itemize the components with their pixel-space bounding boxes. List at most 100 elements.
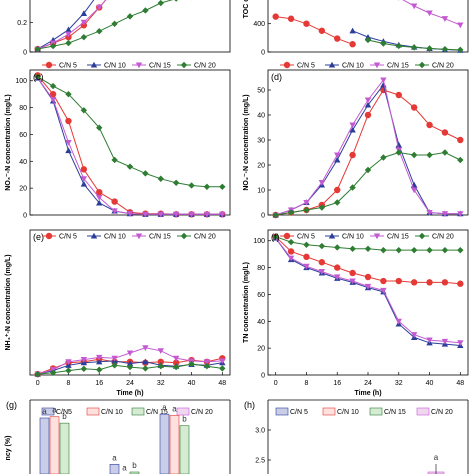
- significance-label: a: [122, 464, 127, 473]
- data-point: [395, 277, 402, 285]
- data-point: [96, 358, 103, 365]
- significance-label: a: [42, 407, 47, 416]
- data-point: [142, 345, 149, 351]
- y-tick-label: 20: [257, 346, 265, 353]
- plot-frame: [29, 0, 231, 53]
- data-point: [395, 149, 402, 156]
- legend-label: C/N 5: [290, 409, 308, 416]
- data-point: [410, 104, 418, 111]
- legend-marker: [283, 61, 291, 69]
- data-point: [49, 90, 57, 98]
- significance-label: a: [52, 406, 57, 415]
- legend-label: C/N 10: [342, 63, 364, 70]
- plot-frame: [267, 0, 469, 53]
- y-tick-label: 0.2: [17, 20, 27, 27]
- series-line-cn5: [275, 16, 353, 45]
- legend: C/N 5 C/N 10 C/N 15 C/N 20: [280, 232, 454, 241]
- legend-marker: [418, 232, 426, 240]
- data-point: [364, 97, 372, 104]
- data-point: [219, 365, 226, 372]
- data-point: [203, 363, 211, 370]
- legend-label: C/N5: [56, 409, 72, 416]
- plot-frame: [29, 69, 231, 216]
- data-point: [349, 278, 356, 285]
- legend-label: C/N 10: [337, 409, 359, 416]
- data-point: [380, 77, 387, 84]
- x-tick-label: 16: [95, 380, 103, 387]
- y-tick-label: 100: [15, 78, 27, 85]
- data-point: [318, 204, 326, 211]
- panel-label: (f): [271, 232, 280, 242]
- legend-swatch: [416, 407, 430, 416]
- data-point: [203, 183, 211, 191]
- legend-label: C/N 20: [431, 409, 453, 416]
- panel-f: 0 20 40 60 80 100 0 8 16 24 32 40 48 (f) TN concentrat…: [243, 229, 469, 397]
- legend-label: C/N 10: [342, 234, 364, 241]
- data-point: [457, 340, 464, 346]
- data-point: [349, 151, 356, 159]
- legend-swatch: [131, 407, 145, 416]
- data-point: [457, 46, 464, 54]
- data-point: [126, 350, 134, 357]
- data-point: [457, 211, 464, 217]
- legend-marker: [373, 62, 381, 69]
- panel-label: (h): [244, 400, 255, 410]
- x-tick-label: 24: [364, 380, 372, 387]
- significance-label: b: [132, 461, 137, 470]
- data-point: [142, 211, 149, 218]
- data-point: [80, 357, 88, 363]
- data-point: [142, 7, 149, 14]
- data-point: [457, 136, 464, 144]
- legend-swatch: [275, 407, 289, 416]
- data-point: [334, 264, 341, 271]
- x-tick-label: 32: [395, 380, 403, 387]
- data-point: [49, 82, 57, 90]
- data-point: [111, 355, 118, 362]
- data-point: [349, 184, 356, 191]
- y-tick-label: 400: [253, 21, 265, 28]
- panel-d: 0 10 20 30 40 50 (d) NO₂⁻-N concentration (mg/L…: [243, 61, 469, 220]
- bar: [59, 422, 70, 474]
- data-point: [395, 42, 402, 50]
- panel-label: (g): [6, 400, 17, 410]
- legend-marker: [45, 232, 53, 240]
- data-point: [157, 211, 164, 218]
- data-point: [157, 175, 164, 182]
- bar: [159, 413, 170, 474]
- data-point: [287, 255, 295, 262]
- data-point: [457, 280, 464, 287]
- data-point: [303, 241, 310, 248]
- data-point: [287, 238, 295, 246]
- data-point: [380, 40, 387, 47]
- y-tick-label: 80: [19, 105, 27, 112]
- data-point: [111, 208, 118, 215]
- data-point: [441, 211, 449, 217]
- data-point: [49, 369, 57, 377]
- data-point: [410, 279, 418, 286]
- data-point: [426, 246, 433, 254]
- panel-c: 0 20 40 60 80 100 (c) NO₃⁻-N concentration (mg/…: [5, 61, 231, 220]
- data-point: [426, 209, 433, 216]
- data-point: [334, 186, 341, 194]
- x-tick-label: 32: [157, 380, 165, 387]
- data-point: [80, 107, 88, 114]
- data-point: [80, 180, 88, 187]
- legend: C/N 5 C/N 10 C/N 15 C/N 20: [280, 61, 454, 70]
- data-point: [96, 354, 103, 361]
- legend-label: C/N 15: [387, 234, 409, 241]
- data-point: [410, 246, 418, 254]
- significance-label: a: [162, 403, 167, 412]
- data-point: [96, 28, 103, 35]
- panel-e: 0 8 16 24 32 40 48 (e) NH₄⁺-N concentration (mg/…: [5, 229, 231, 397]
- data-point: [96, 124, 103, 131]
- series-line-cn20: [37, 0, 174, 50]
- bar: [39, 417, 50, 474]
- data-point: [318, 269, 326, 275]
- y-tick-label: 30: [257, 138, 265, 145]
- data-point: [188, 360, 195, 368]
- x-tick-label: 0: [274, 380, 278, 387]
- data-point: [80, 10, 88, 16]
- data-point: [334, 274, 341, 281]
- series-line-cn15: [275, 237, 461, 344]
- data-point: [65, 147, 72, 154]
